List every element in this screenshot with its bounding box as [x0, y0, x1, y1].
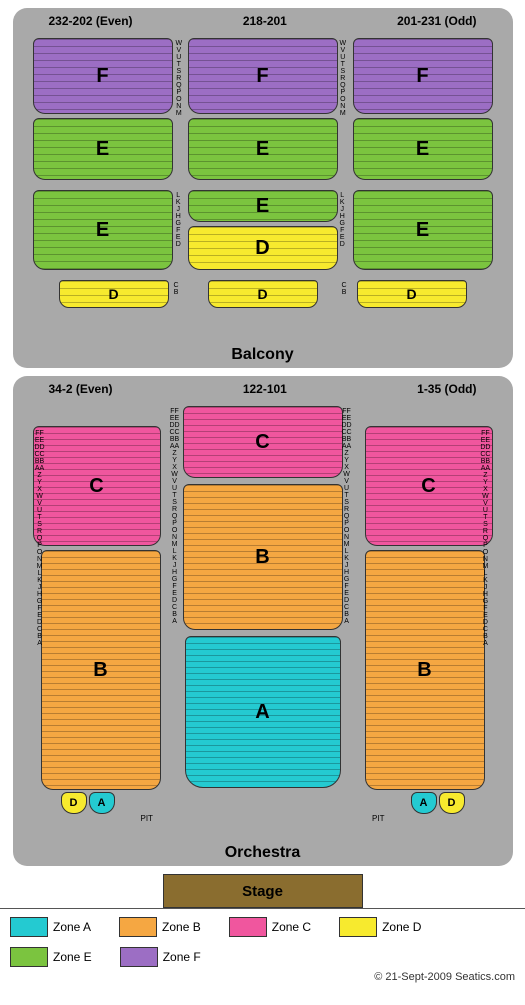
orchestra-level: 34-2 (Even) 122-101 1-35 (Odd) C C C B B…: [13, 376, 513, 866]
block-a-orch-right[interactable]: A: [411, 792, 437, 814]
block-f-right[interactable]: F: [353, 38, 493, 114]
block-d-center-upper[interactable]: D: [188, 226, 338, 270]
legend-swatch: [339, 917, 377, 937]
block-f-center[interactable]: F: [188, 38, 338, 114]
orch-row-labels-or: FFEEDDCCBBAAZYXWVUTSRQPONMLKJHGFEDCBA: [480, 430, 490, 647]
block-d-left[interactable]: D: [59, 280, 169, 308]
block-ed-center: E D: [188, 190, 338, 270]
legend-label: Zone E: [53, 950, 92, 964]
orchestra-label: Orchestra: [225, 844, 301, 862]
legend-swatch: [229, 917, 267, 937]
legend-swatch: [10, 917, 48, 937]
legend-swatch: [10, 947, 48, 967]
block-e-right-1[interactable]: E: [353, 118, 493, 180]
balcony-tier-f: F F F: [33, 38, 493, 114]
block-c-center[interactable]: C: [183, 406, 343, 478]
legend-item: Zone A: [10, 917, 91, 937]
block-f-left[interactable]: F: [33, 38, 173, 114]
block-d-orch-left[interactable]: D: [61, 792, 87, 814]
balcony-tier-d: D D D: [33, 280, 493, 308]
seating-chart: 232-202 (Even) 218-201 201-231 (Odd) F F…: [0, 8, 525, 989]
front-right-group: A D: [411, 792, 465, 814]
pit-label-right: PIT: [372, 814, 384, 823]
balcony-tier-e2: E E D E: [33, 190, 493, 270]
block-a-center[interactable]: A: [185, 636, 341, 788]
block-e-right-2[interactable]: E: [353, 190, 493, 270]
legend-label: Zone C: [272, 920, 311, 934]
balcony-row-labels-right-2: LKJHGFED: [340, 192, 345, 248]
legend-swatch: [120, 947, 158, 967]
orch-row-labels-cr: FFEEDDCCBBAAZYXWVUTSRQPONMLKJHGFEDCBA: [342, 408, 352, 625]
orch-row-labels-ol: FFEEDDCCBBAAZYXWVUTSRQPONMLKJHGFEDCBA: [35, 430, 45, 647]
orch-tier-a: A: [33, 636, 493, 788]
pit-label-left: PIT: [141, 814, 153, 823]
legend-item: Zone E: [10, 947, 92, 967]
balcony-row-labels-left-2: LKJHGFED: [176, 192, 181, 248]
copyright: © 21-Sept-2009 Seatics.com: [0, 969, 525, 989]
front-left-group: D A: [61, 792, 115, 814]
legend-item: Zone D: [339, 917, 421, 937]
block-e-center-1[interactable]: E: [188, 118, 338, 180]
block-a-orch-left[interactable]: A: [89, 792, 115, 814]
legend-swatch: [119, 917, 157, 937]
legend-item: Zone F: [120, 947, 201, 967]
legend-label: Zone B: [162, 920, 201, 934]
orch-tier-front: D A A D: [33, 792, 493, 814]
legend: Zone A Zone B Zone C Zone D Zone E Zone F: [0, 908, 525, 969]
orchestra-rows: C C C B B B A D A A D: [33, 384, 493, 842]
stage-label: Stage: [242, 883, 283, 900]
balcony-row-labels-left-3: CB: [174, 282, 179, 296]
legend-item: Zone C: [229, 917, 311, 937]
balcony-tier-e1: E E E: [33, 118, 493, 180]
block-e-left-2[interactable]: E: [33, 190, 173, 270]
block-e-center-2[interactable]: E: [188, 190, 338, 222]
legend-item: Zone B: [119, 917, 201, 937]
block-d-center[interactable]: D: [208, 280, 318, 308]
legend-label: Zone F: [163, 950, 201, 964]
orch-row-labels-cl: FFEEDDCCBBAAZYXWVUTSRQPONMLKJHGFEDCBA: [170, 408, 180, 625]
legend-label: Zone D: [382, 920, 421, 934]
block-d-orch-right[interactable]: D: [439, 792, 465, 814]
balcony-label: Balcony: [231, 346, 293, 364]
balcony-row-labels-left: WVUTSRQPONM: [176, 40, 183, 117]
legend-label: Zone A: [53, 920, 91, 934]
block-b-center[interactable]: B: [183, 484, 343, 630]
balcony-row-labels-right-3: CB: [342, 282, 347, 296]
stage: Stage: [163, 874, 363, 908]
block-d-right[interactable]: D: [357, 280, 467, 308]
balcony-level: 232-202 (Even) 218-201 201-231 (Odd) F F…: [13, 8, 513, 368]
balcony-row-labels-right: WVUTSRQPONM: [340, 40, 347, 117]
balcony-rows: F F F E E E E E D E D D: [33, 16, 493, 344]
block-e-left-1[interactable]: E: [33, 118, 173, 180]
